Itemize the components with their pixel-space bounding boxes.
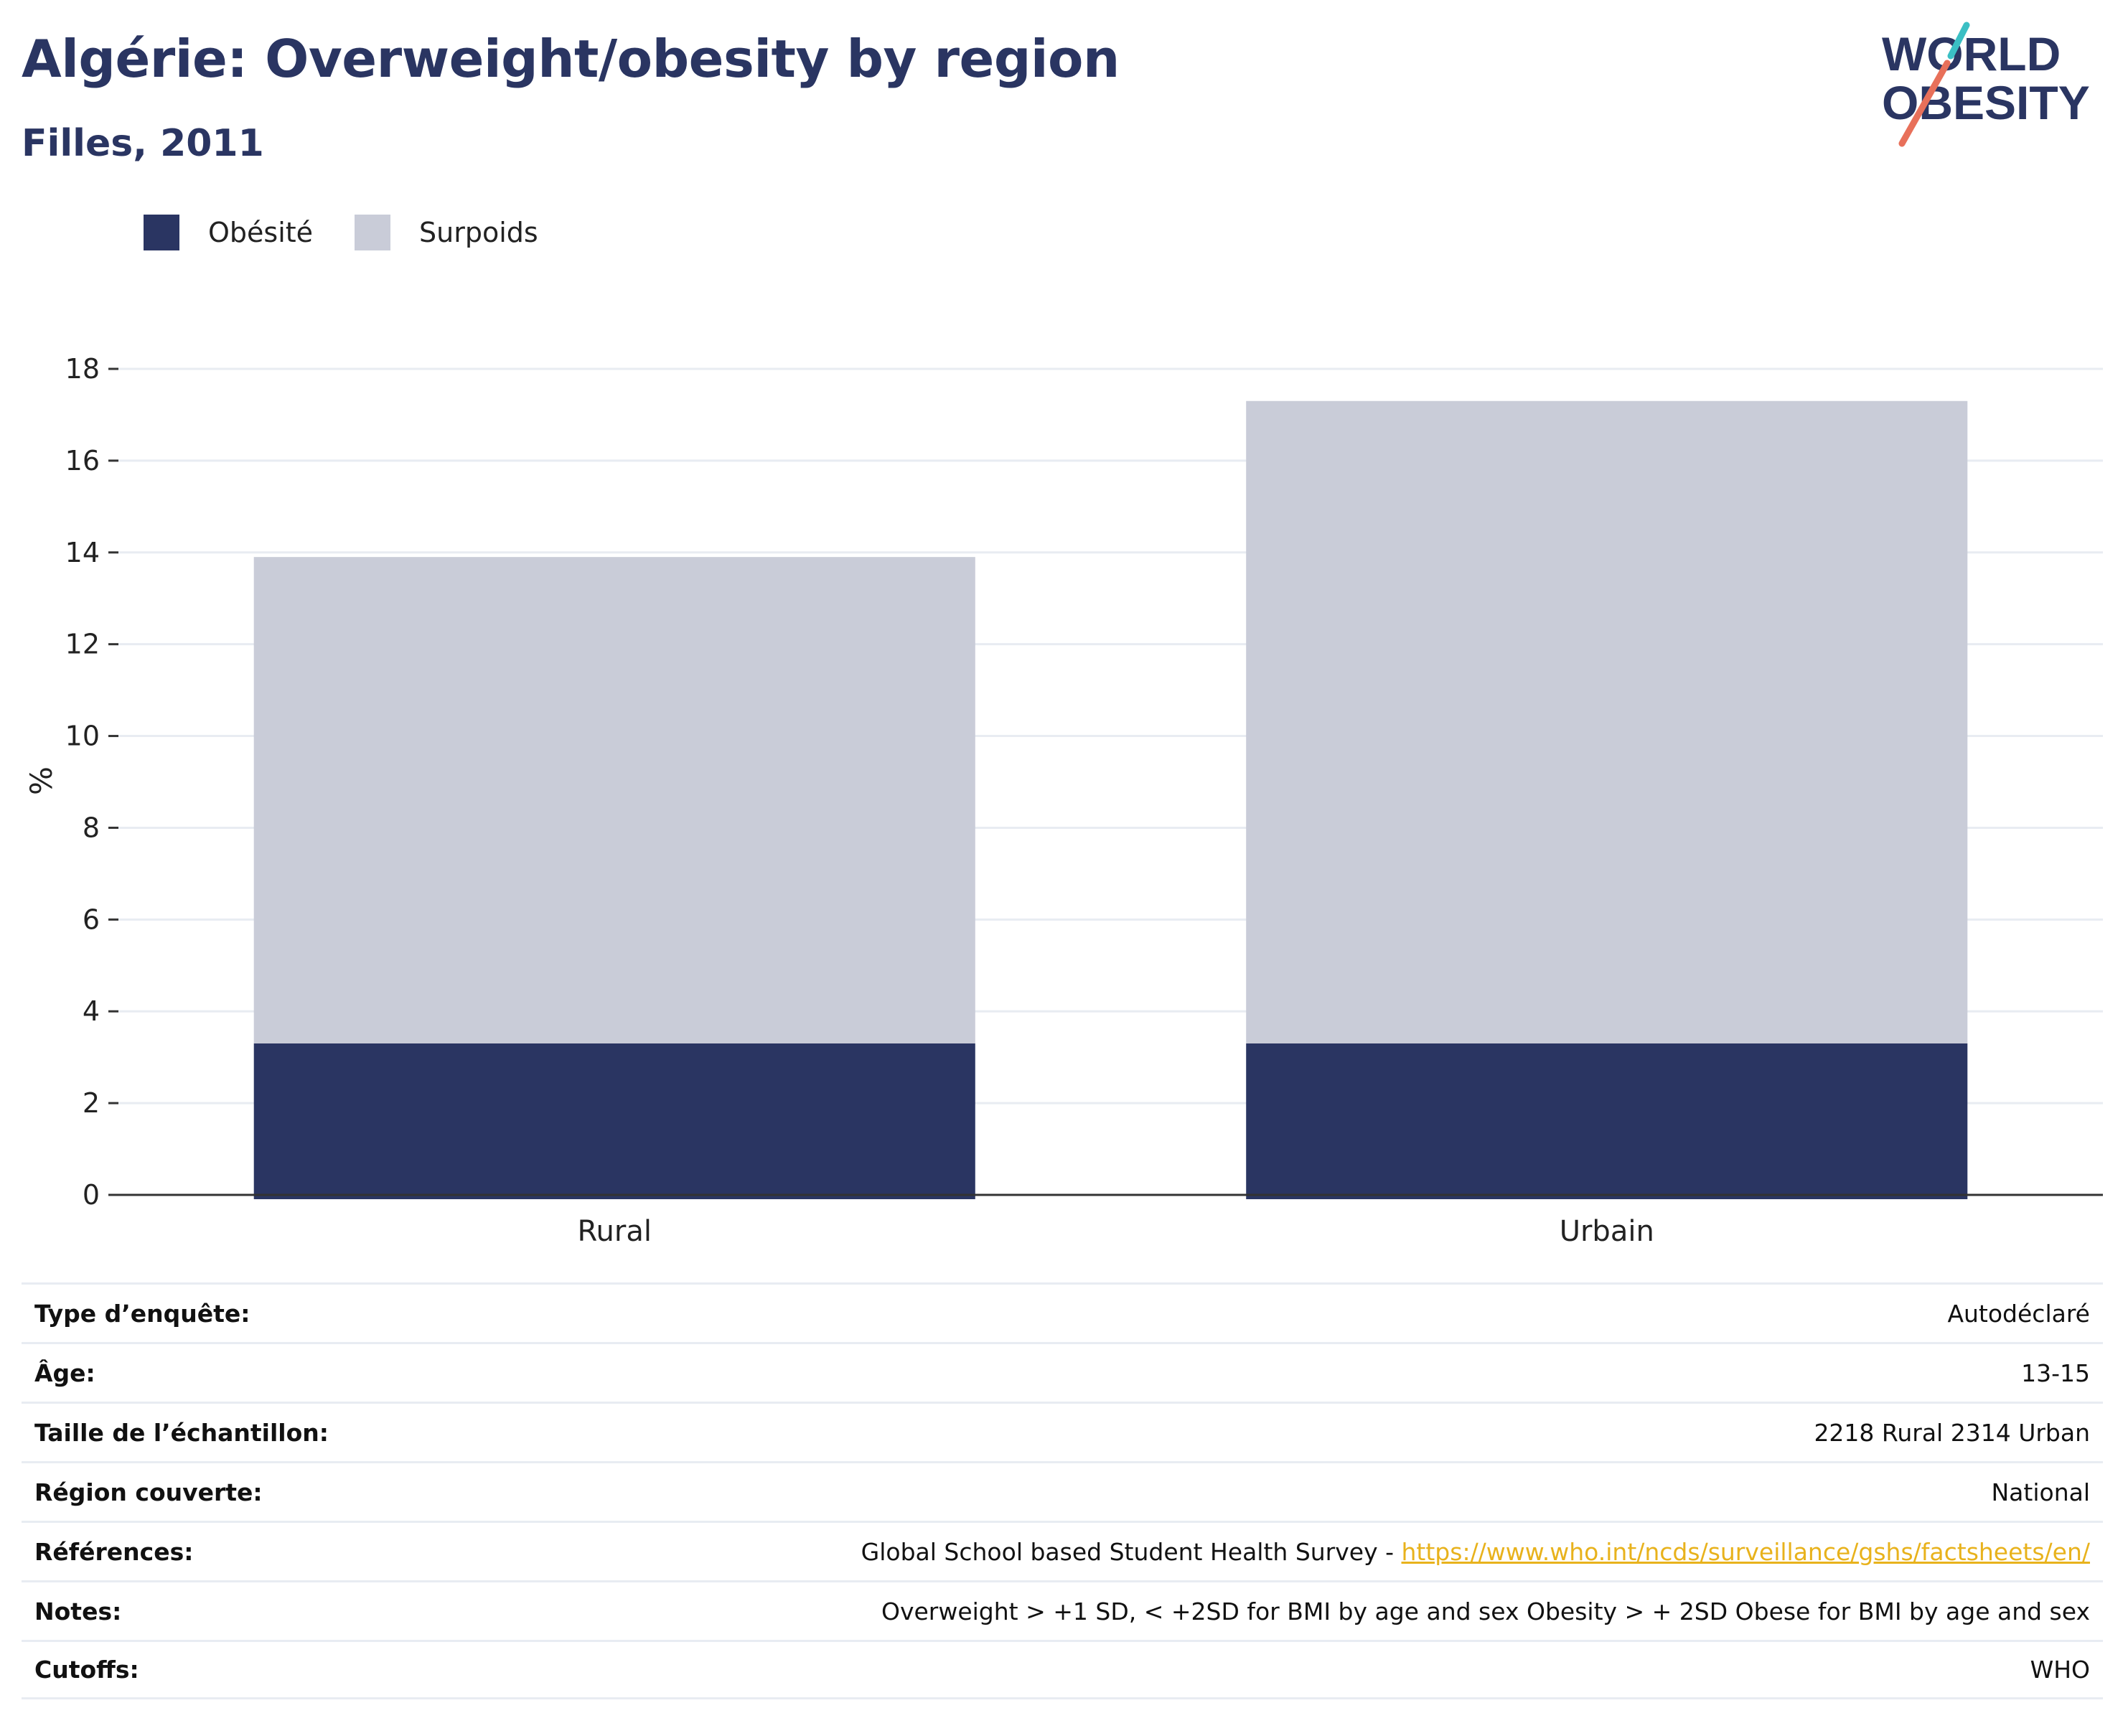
info-value-text: WHO: [2030, 1656, 2090, 1684]
info-value: 2218 Rural 2314 Urban: [1814, 1419, 2103, 1447]
logo-line1: WORLD: [1882, 27, 2061, 80]
legend-label-obesite: Obésité: [208, 217, 314, 248]
page-title: Algérie: Overweight/obesity by region: [22, 29, 1120, 89]
info-row: Âge: 13-15: [22, 1342, 2103, 1402]
info-value: Autodéclaré: [1947, 1300, 2103, 1328]
info-value-text: Overweight > +1 SD, < +2SD for BMI by ag…: [881, 1597, 2090, 1625]
y-tick-label: 6: [83, 904, 100, 935]
stacked-bar-chart: 0 2 4 6 8 10 12 14 16 18% Rural Urbain: [24, 353, 2103, 1248]
info-row: Région couverte: National: [22, 1461, 2103, 1521]
page-subtitle: Filles, 2011: [22, 122, 264, 165]
y-axis-label: %: [24, 766, 59, 795]
y-tick-label: 18: [65, 353, 100, 385]
bar-obsit-rural: [253, 1043, 975, 1199]
info-value: Global School based Student Health Surve…: [861, 1538, 2103, 1566]
info-row: Cutoffs: WHO: [22, 1640, 2103, 1699]
legend-item-obesite[interactable]: Obésité: [144, 215, 313, 250]
info-label: Âge:: [34, 1359, 95, 1387]
info-value-text: Global School based Student Health Surve…: [861, 1537, 1402, 1566]
info-label: Cutoffs:: [34, 1656, 139, 1684]
info-value: 13-15: [2021, 1359, 2103, 1387]
info-label: Région couverte:: [34, 1478, 263, 1506]
info-value-text: Autodéclaré: [1947, 1299, 2090, 1328]
legend-swatch-surpoids: [355, 215, 391, 250]
legend-label-surpoids: Surpoids: [419, 217, 538, 248]
y-tick-label: 10: [65, 721, 100, 752]
y-tick-label: 16: [65, 445, 100, 477]
bar-surpoids-rural: [253, 557, 975, 1043]
y-tick-label: 12: [65, 629, 100, 660]
world-obesity-logo: WORLD OBESITY: [1882, 22, 2090, 147]
info-row: Taille de l’échantillon: 2218 Rural 2314 …: [22, 1402, 2103, 1461]
reference-link[interactable]: https://www.who.int/ncds/surveillance/gs…: [1401, 1537, 2090, 1566]
bar-surpoids-urbain: [1246, 400, 1968, 1043]
info-value-text: 13-15: [2021, 1359, 2090, 1387]
y-tick-label: 4: [83, 995, 100, 1027]
y-tick-label: 14: [65, 537, 100, 568]
logo-slash-bottom: [1898, 60, 1951, 147]
info-label: Taille de l’échantillon:: [34, 1418, 329, 1447]
info-label: Références:: [34, 1537, 194, 1566]
info-row: Notes: Overweight > +1 SD, < +2SD for BMI…: [22, 1580, 2103, 1640]
bar-obsit-urbain: [1246, 1043, 1968, 1199]
info-row: Type d’enquête: Autodéclaré: [22, 1282, 2103, 1342]
info-value: National: [1991, 1478, 2103, 1506]
y-tick-label: 2: [83, 1087, 100, 1119]
legend-item-surpoids[interactable]: Surpoids: [355, 215, 538, 250]
info-value: WHO: [2030, 1656, 2103, 1684]
survey-info-table: Type d’enquête: Autodéclaré Âge: 13-15 Taill…: [22, 1282, 2103, 1699]
legend-swatch-obesite: [144, 215, 179, 250]
info-label: Type d’enquête:: [34, 1299, 250, 1328]
x-tick-label-rural: Rural: [578, 1215, 652, 1248]
logo-slash-top: [1947, 22, 1970, 60]
info-value: Overweight > +1 SD, < +2SD for BMI by ag…: [881, 1597, 2103, 1625]
y-tick-label: 8: [83, 812, 100, 843]
info-label: Notes:: [34, 1597, 122, 1625]
x-tick-label-urbain: Urbain: [1560, 1215, 1654, 1248]
chart-legend: Obésité Surpoids: [144, 214, 580, 251]
info-value-text: National: [1991, 1478, 2090, 1506]
y-tick-label: 0: [83, 1179, 100, 1211]
info-row: Références: Global School based Student H…: [22, 1521, 2103, 1580]
info-value-text: 2218 Rural 2314 Urban: [1814, 1418, 2090, 1447]
